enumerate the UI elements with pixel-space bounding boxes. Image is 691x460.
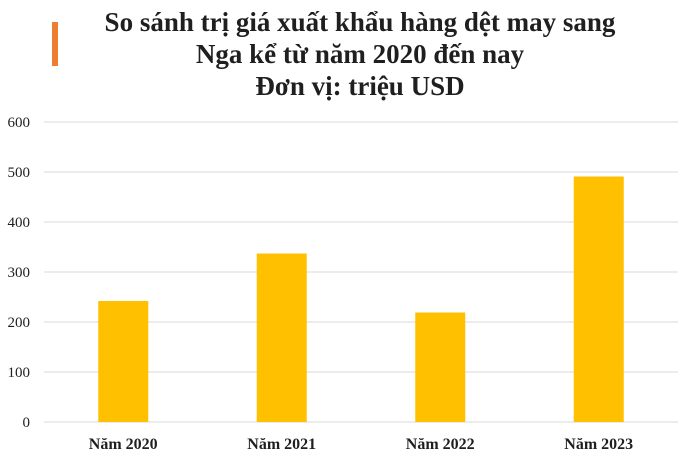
y-axis-ticks: 0 100 200 300 400 500 600 bbox=[8, 115, 31, 431]
y-tick-label: 200 bbox=[8, 315, 31, 331]
chart-title-line-3: Đơn vị: triệu USD bbox=[255, 71, 465, 101]
x-category-label: Năm 2022 bbox=[406, 436, 475, 453]
x-category-label: Năm 2023 bbox=[564, 436, 633, 453]
x-axis-labels: Năm 2020 Năm 2021 Năm 2022 Năm 2023 bbox=[89, 436, 633, 453]
chart-title-line-1: So sánh trị giá xuất khẩu hàng dệt may s… bbox=[104, 7, 616, 37]
bars bbox=[98, 176, 624, 422]
chart-title: So sánh trị giá xuất khẩu hàng dệt may s… bbox=[60, 6, 660, 102]
bar bbox=[98, 301, 149, 422]
y-tick-label: 400 bbox=[8, 215, 31, 231]
x-category-label: Năm 2020 bbox=[89, 436, 158, 453]
y-tick-label: 100 bbox=[8, 365, 31, 381]
x-category-label: Năm 2021 bbox=[247, 436, 316, 453]
bar bbox=[573, 176, 624, 422]
chart-title-line-2: Nga kể từ năm 2020 đến nay bbox=[195, 39, 525, 69]
y-tick-label: 600 bbox=[8, 115, 31, 131]
y-tick-label: 500 bbox=[8, 165, 31, 181]
gridlines bbox=[44, 121, 678, 423]
y-tick-label: 0 bbox=[23, 415, 31, 431]
bar bbox=[256, 253, 307, 422]
y-tick-label: 300 bbox=[8, 265, 31, 281]
bar bbox=[415, 312, 466, 422]
title-accent-bar bbox=[52, 22, 58, 66]
